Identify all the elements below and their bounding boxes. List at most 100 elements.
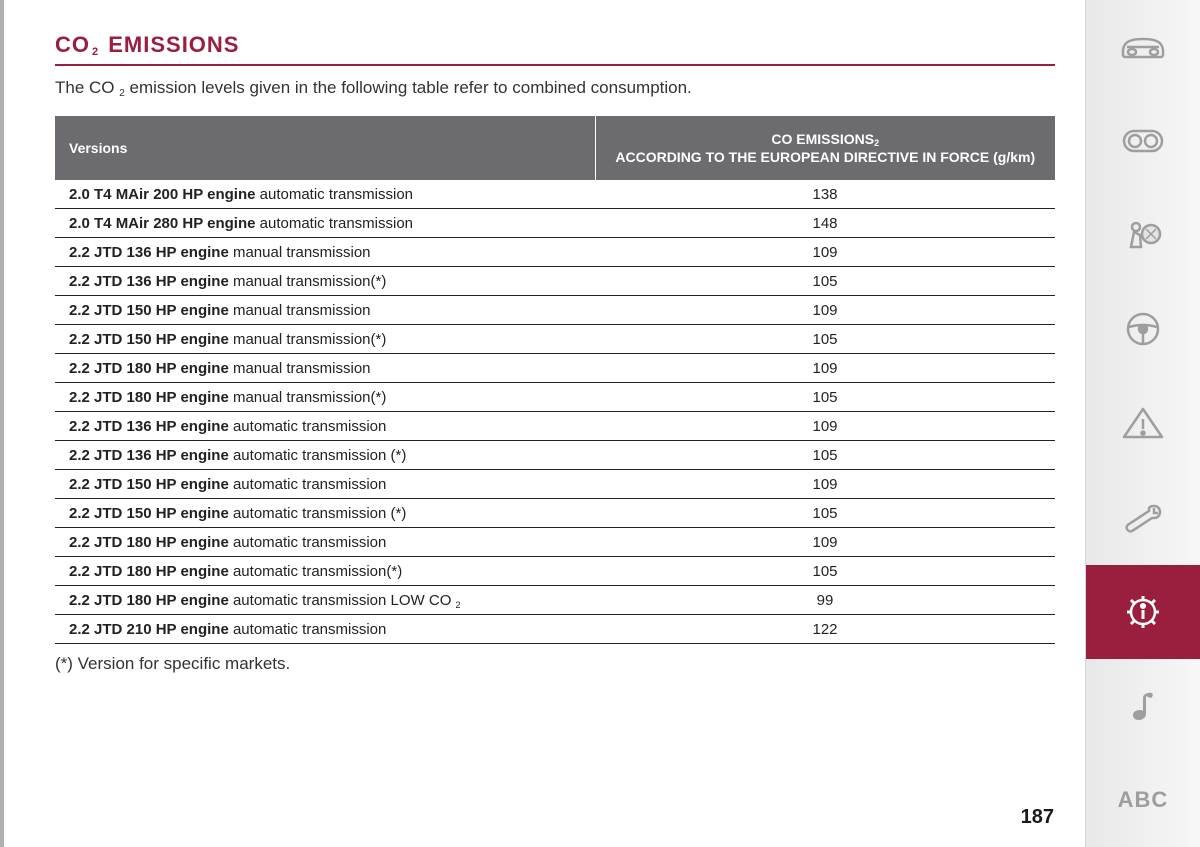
engine-name: 2.2 JTD 136 HP engine (69, 273, 229, 290)
intro-suffix: emission levels given in the following t… (125, 78, 692, 97)
heading-sub: 2 (90, 46, 101, 58)
transmission-text: automatic transmission LOW CO (229, 592, 456, 609)
heading-suffix: EMISSIONS (101, 32, 239, 57)
emission-value: 109 (595, 238, 1055, 267)
emission-value: 138 (595, 180, 1055, 209)
table-row: 2.2 JTD 210 HP engine automatic transmis… (55, 615, 1055, 644)
emission-value: 109 (595, 528, 1055, 557)
transmission-text: automatic transmission (255, 215, 413, 232)
page-heading: CO2 EMISSIONS (55, 32, 1055, 66)
sidebar-item-abc[interactable]: ABC (1086, 753, 1200, 847)
emission-value: 109 (595, 412, 1055, 441)
page-number: 187 (1021, 806, 1054, 829)
engine-name: 2.2 JTD 180 HP engine (69, 360, 229, 377)
table-row: 2.2 JTD 150 HP engine manual transmissio… (55, 325, 1055, 354)
version-cell: 2.2 JTD 136 HP engine manual transmissio… (55, 238, 595, 267)
engine-name: 2.2 JTD 150 HP engine (69, 331, 229, 348)
emission-value: 122 (595, 615, 1055, 644)
transmission-sub: 2 (456, 600, 461, 610)
engine-name: 2.0 T4 MAir 280 HP engine (69, 215, 255, 232)
intro-prefix: The CO (55, 78, 119, 97)
table-row: 2.0 T4 MAir 200 HP engine automatic tran… (55, 180, 1055, 209)
sidebar-item-info[interactable] (1086, 565, 1200, 659)
sidebar-item-music[interactable] (1086, 659, 1200, 753)
steering-wheel-icon (1118, 307, 1168, 351)
emissions-table: Versions CO EMISSIONS2 ACCORDING TO THE … (55, 116, 1055, 644)
table-row: 2.2 JTD 136 HP engine manual transmissio… (55, 267, 1055, 296)
emission-value: 105 (595, 383, 1055, 412)
sidebar-item-warning[interactable] (1086, 376, 1200, 470)
heading-prefix: CO (55, 32, 90, 57)
emission-value: 105 (595, 499, 1055, 528)
version-cell: 2.2 JTD 210 HP engine automatic transmis… (55, 615, 595, 644)
transmission-text: manual transmission(*) (229, 331, 387, 348)
sidebar-item-steering[interactable] (1086, 282, 1200, 376)
engine-name: 2.2 JTD 150 HP engine (69, 505, 229, 522)
transmission-text: automatic transmission (229, 476, 387, 493)
table-row: 2.2 JTD 136 HP engine automatic transmis… (55, 441, 1055, 470)
version-cell: 2.2 JTD 180 HP engine manual transmissio… (55, 354, 595, 383)
table-header-row: Versions CO EMISSIONS2 ACCORDING TO THE … (55, 116, 1055, 180)
engine-name: 2.2 JTD 210 HP engine (69, 621, 229, 638)
header-versions: Versions (55, 116, 595, 180)
version-cell: 2.2 JTD 180 HP engine manual transmissio… (55, 383, 595, 412)
version-cell: 2.2 JTD 180 HP engine automatic transmis… (55, 528, 595, 557)
version-cell: 2.2 JTD 150 HP engine manual transmissio… (55, 325, 595, 354)
version-cell: 2.2 JTD 136 HP engine manual transmissio… (55, 267, 595, 296)
abc-icon: ABC (1118, 787, 1169, 813)
header-emissions-line1: CO EMISSIONS (771, 131, 874, 147)
engine-name: 2.2 JTD 150 HP engine (69, 476, 229, 493)
engine-name: 2.0 T4 MAir 200 HP engine (69, 186, 255, 203)
table-row: 2.2 JTD 180 HP engine automatic transmis… (55, 528, 1055, 557)
version-cell: 2.2 JTD 150 HP engine automatic transmis… (55, 499, 595, 528)
emission-value: 109 (595, 470, 1055, 499)
engine-name: 2.2 JTD 136 HP engine (69, 418, 229, 435)
emission-value: 105 (595, 267, 1055, 296)
transmission-text: manual transmission (229, 244, 371, 261)
sidebar-item-dashboard[interactable] (1086, 94, 1200, 188)
engine-name: 2.2 JTD 136 HP engine (69, 244, 229, 261)
engine-name: 2.2 JTD 180 HP engine (69, 389, 229, 406)
version-cell: 2.0 T4 MAir 280 HP engine automatic tran… (55, 209, 595, 238)
transmission-text: automatic transmission (229, 534, 387, 551)
version-cell: 2.2 JTD 150 HP engine automatic transmis… (55, 470, 595, 499)
engine-name: 2.2 JTD 180 HP engine (69, 592, 229, 609)
intro-sub: 2 (119, 88, 125, 99)
table-row: 2.2 JTD 180 HP engine automatic transmis… (55, 557, 1055, 586)
page-binding-edge (0, 0, 4, 847)
sidebar-item-airbag[interactable] (1086, 188, 1200, 282)
transmission-text: manual transmission(*) (229, 273, 387, 290)
music-note-icon (1118, 684, 1168, 728)
transmission-text: automatic transmission (229, 418, 387, 435)
header-emissions-sub: 2 (874, 138, 879, 148)
version-cell: 2.2 JTD 136 HP engine automatic transmis… (55, 412, 595, 441)
emission-value: 105 (595, 441, 1055, 470)
sidebar-item-wrench[interactable] (1086, 471, 1200, 565)
transmission-text: automatic transmission (229, 621, 387, 638)
sidebar-item-car[interactable] (1086, 0, 1200, 94)
wrench-icon (1118, 496, 1168, 540)
emission-value: 109 (595, 296, 1055, 325)
table-row: 2.2 JTD 180 HP engine manual transmissio… (55, 354, 1055, 383)
engine-name: 2.2 JTD 180 HP engine (69, 563, 229, 580)
airbag-icon (1118, 213, 1168, 257)
warning-triangle-icon (1118, 401, 1168, 445)
engine-name: 2.2 JTD 180 HP engine (69, 534, 229, 551)
emission-value: 99 (595, 586, 1055, 615)
transmission-text: automatic transmission (*) (229, 505, 407, 522)
table-footnote: (*) Version for specific markets. (55, 654, 1055, 674)
emission-value: 109 (595, 354, 1055, 383)
table-row: 2.2 JTD 180 HP engine manual transmissio… (55, 383, 1055, 412)
version-cell: 2.2 JTD 180 HP engine automatic transmis… (55, 586, 595, 615)
info-gear-icon (1118, 590, 1168, 634)
emission-value: 148 (595, 209, 1055, 238)
transmission-text: manual transmission(*) (229, 389, 387, 406)
table-row: 2.2 JTD 150 HP engine automatic transmis… (55, 499, 1055, 528)
transmission-text: manual transmission (229, 302, 371, 319)
engine-name: 2.2 JTD 136 HP engine (69, 447, 229, 464)
transmission-text: automatic transmission (*) (229, 447, 407, 464)
engine-name: 2.2 JTD 150 HP engine (69, 302, 229, 319)
emission-value: 105 (595, 557, 1055, 586)
table-row: 2.2 JTD 136 HP engine manual transmissio… (55, 238, 1055, 267)
version-cell: 2.0 T4 MAir 200 HP engine automatic tran… (55, 180, 595, 209)
